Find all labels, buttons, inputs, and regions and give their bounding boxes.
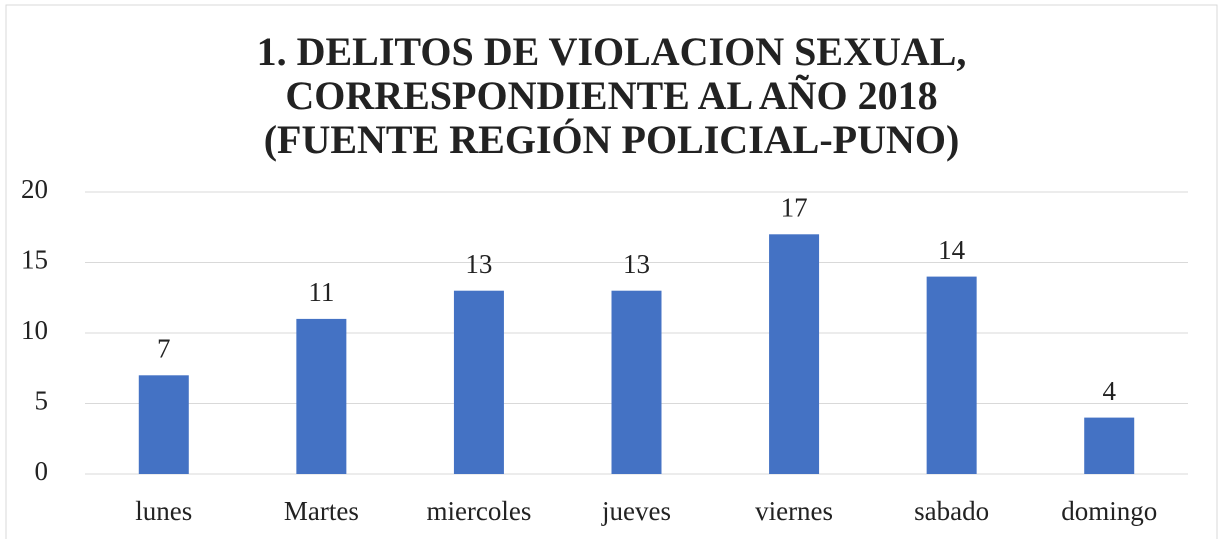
data-label: 11 [308, 277, 334, 307]
x-tick-label: viernes [755, 496, 833, 526]
bar [453, 290, 504, 474]
data-label: 4 [1102, 376, 1116, 406]
y-tick-label: 10 [21, 315, 48, 345]
bar [926, 276, 977, 474]
x-tick-label: Martes [284, 496, 359, 526]
chart-title: 1. DELITOS DE VIOLACION SEXUAL, CORRESPO… [256, 29, 967, 162]
bar [296, 318, 347, 474]
x-tick-label: lunes [135, 496, 192, 526]
y-tick-label: 20 [21, 174, 48, 204]
y-tick-label: 0 [35, 456, 49, 486]
data-label: 13 [465, 249, 492, 279]
x-tick-label: sabado [914, 496, 989, 526]
bar [611, 290, 662, 474]
bar [769, 234, 820, 474]
data-label: 17 [781, 193, 808, 223]
x-tick-label: domingo [1061, 496, 1157, 526]
y-tick-label: 15 [21, 245, 48, 275]
bar [138, 375, 189, 474]
data-label: 13 [623, 249, 650, 279]
data-label: 14 [938, 235, 966, 265]
chart-border [5, 4, 1218, 539]
data-label: 7 [157, 334, 171, 364]
y-tick-label: 5 [35, 386, 49, 416]
x-tick-label: miercoles [426, 496, 531, 526]
bar [1084, 417, 1135, 474]
x-tick-label: jueves [601, 496, 671, 526]
